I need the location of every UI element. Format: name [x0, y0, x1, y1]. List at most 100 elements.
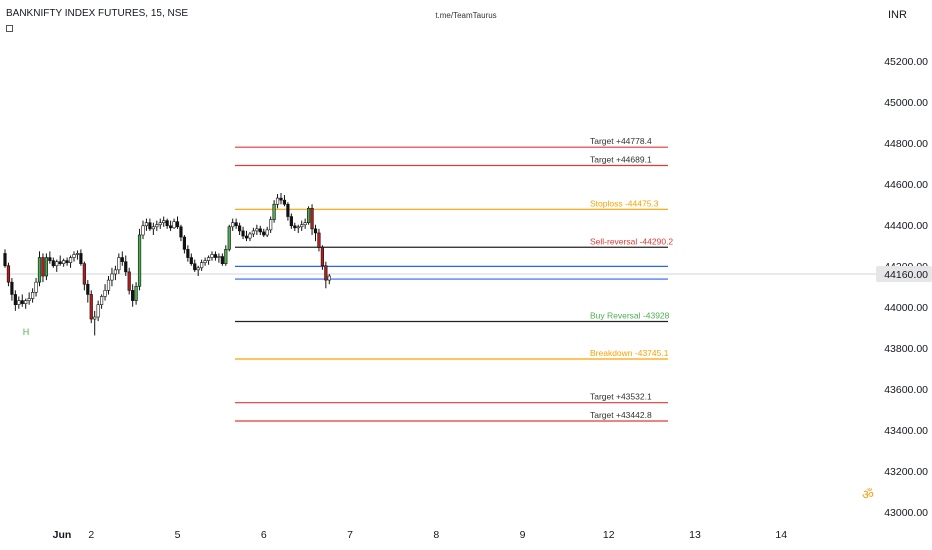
candle-body — [248, 233, 252, 239]
candle-body — [279, 197, 283, 201]
candle-body — [172, 221, 176, 229]
candle-body — [20, 300, 24, 304]
price-axis-tick: 44000.00 — [884, 302, 928, 314]
candle-body — [227, 226, 231, 250]
indicator-box-icon[interactable] — [6, 25, 13, 32]
candle-body — [86, 283, 90, 295]
candle-body — [3, 253, 7, 267]
candle-body — [30, 292, 35, 299]
level-label-stoploss: Breakdown -43745.1 — [590, 348, 669, 358]
currency-label: INR — [888, 9, 907, 21]
candle-body — [327, 275, 331, 281]
candle-body — [269, 219, 273, 231]
price-axis-tick: 43400.00 — [884, 425, 928, 437]
candle-body — [282, 199, 287, 205]
candle-body — [65, 260, 69, 263]
candle-body — [103, 290, 107, 297]
candle-body — [310, 208, 314, 230]
candle-body — [313, 228, 318, 234]
candle-body — [75, 253, 80, 255]
price-axis-tick: 43600.00 — [884, 384, 928, 396]
candle-body — [72, 254, 76, 258]
candle-body — [110, 273, 114, 281]
level-label-target: Target +43532.1 — [590, 392, 652, 402]
candle-body — [24, 300, 28, 304]
candle-body — [238, 225, 242, 232]
price-axis-tick: 43000.00 — [884, 507, 928, 519]
candle-body — [286, 203, 290, 217]
time-axis-tick: 8 — [433, 529, 439, 541]
candle-body — [89, 294, 93, 320]
candle-body — [306, 208, 311, 224]
candle-body — [131, 290, 135, 301]
candle-body — [134, 285, 138, 301]
pivot-high-label: H — [23, 327, 30, 337]
candle-body — [117, 257, 121, 271]
candle-body — [124, 261, 128, 273]
candle-body — [51, 260, 55, 267]
candle-body — [175, 221, 180, 228]
time-axis-tick: 14 — [775, 529, 787, 541]
candle-body — [275, 197, 280, 205]
candle-body — [262, 231, 266, 236]
candle-body — [144, 222, 149, 227]
candle-body — [251, 230, 256, 235]
time-axis-tick: 7 — [347, 529, 353, 541]
candle-body — [44, 257, 48, 277]
candle-body — [96, 304, 100, 318]
candle-body — [244, 235, 249, 239]
candle-body — [231, 222, 235, 228]
price-axis-tick: 45000.00 — [884, 97, 928, 109]
candle-body — [106, 279, 111, 291]
level-label-target: Target +44689.1 — [590, 154, 652, 164]
candle-body — [213, 254, 218, 258]
candle-body — [203, 260, 207, 263]
symbol-title[interactable]: BANKNIFTY INDEX FUTURES, 15, NSE — [6, 8, 189, 19]
candle-body — [82, 263, 86, 285]
candle-body — [320, 247, 325, 267]
candle-body — [10, 281, 14, 295]
price-axis-tick: 45200.00 — [884, 56, 928, 68]
candle-body — [48, 257, 52, 261]
candle-body — [58, 261, 62, 264]
candle-body — [113, 269, 117, 275]
candle-body — [79, 253, 83, 264]
price-axis-tick: 43800.00 — [884, 343, 928, 355]
candle-body — [34, 281, 38, 293]
candle-body — [220, 256, 224, 264]
candle-body — [158, 222, 162, 226]
candle-body — [62, 260, 66, 264]
candle-body — [186, 249, 190, 258]
time-axis-tick: 5 — [175, 529, 181, 541]
level-label-stoploss: Stoploss -44475.3 — [590, 198, 659, 208]
candle-body — [296, 226, 300, 229]
candle-body — [234, 222, 238, 227]
candle-body — [258, 228, 262, 233]
level-label-sell: Sell-reversal -44290.2 — [590, 236, 673, 246]
candle-body — [224, 249, 228, 265]
candle-body — [37, 257, 42, 283]
time-axis-tick: 12 — [603, 529, 615, 541]
candle-body — [27, 298, 31, 301]
candle-body — [217, 256, 221, 258]
candle-body — [289, 216, 293, 227]
candle-body — [41, 257, 45, 277]
candle-body — [137, 234, 142, 287]
candle-body — [200, 262, 204, 269]
candle-body — [13, 294, 17, 306]
time-axis-tick: Jun — [53, 529, 72, 541]
candle-body — [324, 265, 328, 281]
level-label-target: Target +44778.4 — [590, 136, 652, 146]
candle-body — [127, 271, 131, 291]
candle-body — [141, 225, 145, 236]
candle-body — [100, 296, 104, 305]
candle-body — [241, 230, 245, 237]
candle-body — [206, 257, 211, 261]
time-axis-tick: 2 — [88, 529, 94, 541]
candle-body — [300, 224, 304, 228]
candle-body — [169, 225, 173, 229]
time-axis-tick: 13 — [689, 529, 701, 541]
time-axis-tick: 6 — [261, 529, 267, 541]
